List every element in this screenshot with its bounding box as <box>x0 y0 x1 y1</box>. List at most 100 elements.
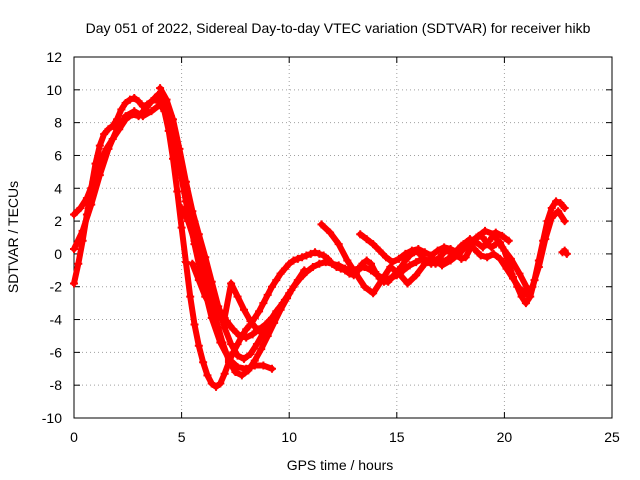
data-point <box>405 261 414 270</box>
data-point <box>181 177 190 186</box>
data-point <box>175 144 184 153</box>
data-point <box>287 286 296 295</box>
data-point <box>412 258 421 267</box>
data-point <box>121 112 130 121</box>
data-point <box>326 228 335 237</box>
series-trace <box>189 260 267 338</box>
data-point <box>524 286 533 295</box>
y-tick-label: 0 <box>54 246 62 262</box>
y-tick-label: -10 <box>42 410 62 426</box>
data-point <box>478 243 487 252</box>
data-point <box>267 364 276 373</box>
data-point <box>257 345 266 354</box>
data-point <box>212 382 221 391</box>
data-point <box>95 171 104 180</box>
data-point <box>242 325 251 334</box>
data-point <box>285 259 294 268</box>
data-point <box>263 290 272 299</box>
data-point <box>440 243 449 252</box>
data-point <box>386 263 395 272</box>
data-point <box>242 333 251 342</box>
y-tick-label: 2 <box>54 213 62 229</box>
data-point <box>386 274 395 283</box>
data-point <box>207 313 216 322</box>
data-point <box>274 305 283 314</box>
data-point <box>235 331 244 340</box>
data-point <box>502 264 511 273</box>
data-point <box>246 317 255 326</box>
data-point <box>74 259 83 268</box>
data-point <box>293 254 302 263</box>
data-point <box>216 338 225 347</box>
data-point <box>233 351 242 360</box>
data-point <box>504 236 513 245</box>
data-point <box>162 95 171 104</box>
data-point <box>461 253 470 262</box>
data-point <box>547 213 556 222</box>
data-point <box>280 295 289 304</box>
data-point <box>209 294 218 303</box>
data-point <box>259 330 268 339</box>
data-point <box>248 330 257 339</box>
data-point <box>272 276 281 285</box>
data-point <box>459 240 468 249</box>
data-point <box>70 244 78 253</box>
x-tick-labels: 0 5 10 15 20 25 <box>70 429 620 445</box>
data-point <box>203 277 212 286</box>
data-point <box>306 249 315 258</box>
data-point <box>280 264 289 273</box>
data-point <box>328 259 337 268</box>
series-track-9 <box>558 246 571 258</box>
data-point <box>560 203 569 212</box>
data-point <box>369 240 378 249</box>
data-point <box>317 220 326 229</box>
data-point <box>521 299 530 308</box>
data-point <box>242 364 251 373</box>
x-tick-label: 0 <box>70 429 78 445</box>
data-point <box>259 361 268 370</box>
data-point <box>220 323 229 332</box>
x-tick-label: 5 <box>178 429 186 445</box>
data-point <box>476 251 485 260</box>
data-point <box>95 141 104 150</box>
data-point <box>194 276 203 285</box>
y-tick-label: -4 <box>50 312 63 328</box>
data-point <box>82 194 91 203</box>
data-point <box>465 235 474 244</box>
data-point <box>147 97 156 106</box>
data-point <box>334 240 343 249</box>
chart-title: Day 051 of 2022, Sidereal Day-to-day VTE… <box>86 20 591 36</box>
data-point <box>414 244 423 253</box>
series-track-3 <box>70 100 276 373</box>
data-point <box>446 256 455 265</box>
data-point <box>125 95 134 104</box>
data-point <box>250 361 259 370</box>
y-tick-label: 4 <box>54 180 62 196</box>
data-point <box>373 271 382 280</box>
x-tick-label: 10 <box>281 429 297 445</box>
data-point <box>420 248 429 257</box>
data-point <box>343 256 352 265</box>
data-point <box>298 253 307 262</box>
series-trace <box>357 229 512 266</box>
data-point <box>446 244 455 253</box>
data-point <box>267 282 276 291</box>
data-point <box>70 279 78 288</box>
data-point <box>420 259 429 268</box>
data-point <box>138 112 147 121</box>
data-point <box>181 258 190 267</box>
x-tick-label: 15 <box>389 429 405 445</box>
data-point <box>190 320 199 329</box>
y-tick-label: -8 <box>50 377 63 393</box>
data-point <box>394 254 403 263</box>
data-point <box>156 100 165 109</box>
data-point <box>360 263 369 272</box>
data-point <box>194 341 203 350</box>
data-point <box>496 254 505 263</box>
data-point <box>562 249 571 258</box>
data-point <box>472 238 481 247</box>
data-point <box>190 236 199 245</box>
data-point <box>485 236 494 245</box>
data-point <box>556 199 565 208</box>
